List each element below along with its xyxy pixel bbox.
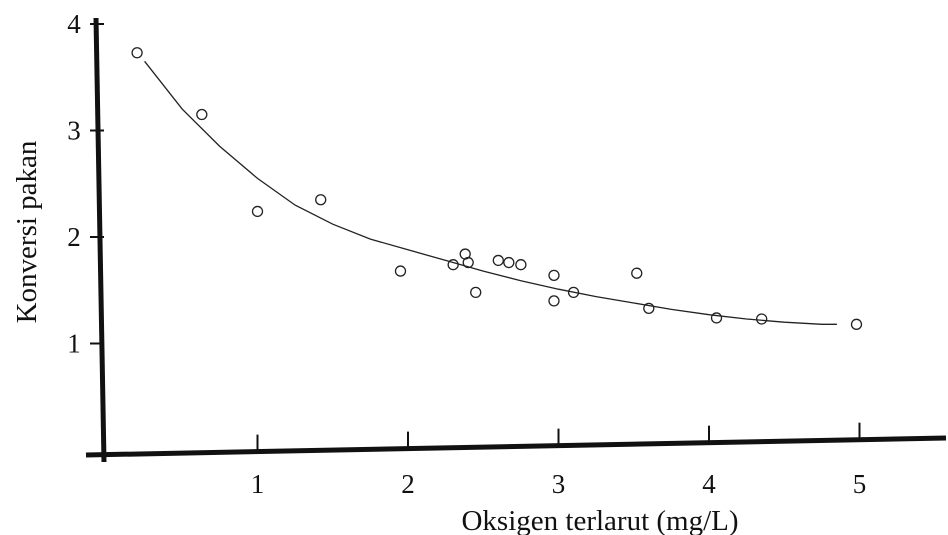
x-tick-label: 5: [853, 469, 867, 499]
x-tick-label: 2: [401, 469, 415, 499]
data-point: [756, 313, 768, 325]
ticks: 1 2 3 4 5 1 2 3 4: [67, 9, 866, 499]
y-tick-label: 4: [67, 9, 81, 39]
data-point: [315, 194, 327, 206]
data-point: [492, 254, 504, 267]
data-point: [567, 286, 580, 299]
data-point: [251, 205, 264, 218]
data-point: [548, 269, 560, 281]
y-axis-line: [93, 17, 107, 463]
x-tick-label: 4: [702, 469, 716, 499]
data-point: [643, 302, 655, 315]
data-point: [394, 265, 407, 277]
data-point: [470, 286, 482, 299]
y-tick-label: 3: [67, 116, 81, 146]
x-tick-label: 1: [251, 469, 265, 499]
data-point: [548, 295, 560, 307]
data-point: [462, 256, 474, 269]
x-axis-line: [85, 435, 947, 458]
data-point: [631, 267, 643, 279]
x-axis-title: Oksigen terlarut (mg/L): [461, 505, 738, 535]
data-point: [447, 259, 459, 271]
x-tick-label: 3: [552, 469, 566, 499]
fit-curve-line: [144, 60, 837, 325]
data-point: [515, 259, 527, 271]
fit-curve-layer: [144, 60, 837, 325]
data-point: [503, 256, 515, 269]
axes: [85, 17, 947, 463]
y-tick-label: 2: [67, 222, 81, 252]
data-point: [196, 108, 208, 121]
data-points-layer: [131, 47, 863, 330]
data-point: [710, 312, 723, 324]
data-point: [131, 47, 143, 59]
y-axis-title: Konversi pakan: [11, 140, 43, 323]
y-tick-label: 1: [67, 329, 81, 359]
data-point: [850, 318, 863, 330]
